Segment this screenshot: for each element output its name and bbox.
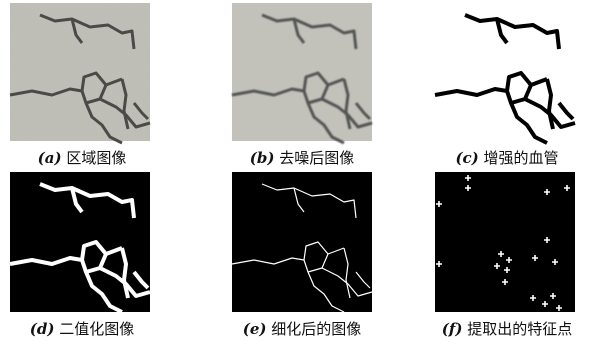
caption-d: (d) 二值化图像	[30, 320, 134, 338]
panel-d	[10, 172, 150, 312]
panel-label: (e)	[243, 320, 267, 338]
panel-c	[435, 3, 575, 143]
panel-label: (b)	[250, 149, 275, 167]
panel-caption: 去噪后图像	[279, 149, 354, 167]
panel-label: (f)	[442, 320, 463, 338]
caption-e: (e) 细化后的图像	[243, 320, 362, 338]
figure: (a) 区域图像 (b) 去噪后图像 (c) 增强的血管 (d) 二值化图像 (…	[0, 0, 601, 344]
caption-a: (a) 区域图像	[38, 149, 127, 167]
panel-label: (d)	[30, 320, 55, 338]
panel-f	[435, 172, 575, 312]
panel-caption: 区域图像	[66, 149, 126, 167]
panel-a	[10, 3, 150, 143]
caption-b: (b) 去噪后图像	[250, 149, 354, 167]
caption-c: (c) 增强的血管	[455, 149, 558, 167]
panel-caption: 增强的血管	[484, 149, 559, 167]
panel-label: (a)	[38, 149, 62, 167]
caption-f: (f) 提取出的特征点	[442, 320, 572, 338]
panel-b	[232, 3, 372, 143]
panel-caption: 二值化图像	[59, 320, 134, 338]
panel-e	[232, 172, 372, 312]
panel-caption: 细化后的图像	[271, 320, 361, 338]
panel-caption: 提取出的特征点	[467, 320, 572, 338]
panel-label: (c)	[455, 149, 478, 167]
